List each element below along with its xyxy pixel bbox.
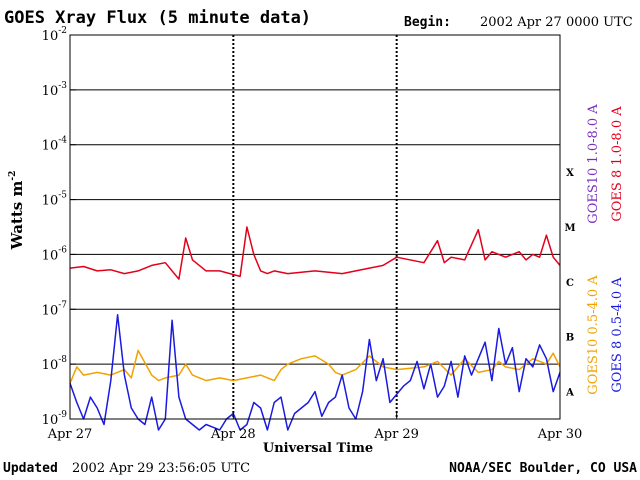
flare-class-label: A (565, 388, 574, 399)
x-tick-label: Apr 30 (537, 427, 583, 442)
y-axis-label-text: Watts m (8, 181, 26, 251)
y-axis-label-exponent: -2 (8, 171, 18, 181)
begin-value: 2002 Apr 27 0000 UTC (480, 15, 633, 30)
y-tick-label: 10-4 (42, 136, 68, 154)
flare-class-labels: X M C B A (564, 168, 575, 398)
series-line (69, 314, 561, 431)
y-tick-label: 10-8 (42, 355, 68, 373)
legend-entry: GOES10 1.0-8.0 A (586, 104, 601, 224)
series-line (69, 226, 561, 280)
chart-title: GOES Xray Flux (5 minute data) (4, 8, 311, 28)
footer-credit: NOAA/SEC Boulder, CO USA (449, 461, 637, 476)
flare-class-label: M (564, 223, 575, 234)
y-tick-label: 10-3 (42, 81, 68, 99)
y-axis-label: Watts m-2 (8, 171, 26, 251)
footer-updated-label: Updated (3, 461, 58, 476)
x-tick-label: Apr 28 (210, 427, 256, 442)
series-layer (69, 226, 561, 431)
flare-class-label: X (566, 168, 574, 179)
plot-frame (69, 34, 561, 420)
y-tick-label: 10-2 (42, 26, 67, 44)
x-tick-label: Apr 27 (47, 427, 93, 442)
x-tick-labels: Apr 27 Apr 28 Apr 29 Apr 30 (47, 413, 583, 442)
x-axis-label: Universal Time (263, 441, 373, 456)
y-tick-label: 10-5 (42, 191, 68, 209)
flare-class-label: B (566, 333, 574, 344)
footer-updated-value: 2002 Apr 29 23:56:05 UTC (72, 461, 250, 476)
y-tick-label: 10-6 (42, 245, 68, 263)
svg-text:Watts m-2: Watts m-2 (8, 171, 26, 251)
legend-entry: GOES 8 1.0-8.0 A (610, 106, 625, 222)
plot-grid (70, 35, 560, 419)
legend-entry: GOES10 0.5-4.0 A (586, 275, 601, 395)
y-tick-label: 10-7 (42, 300, 68, 318)
begin-label: Begin: (404, 15, 451, 30)
legend: GOES10 1.0-8.0 A GOES 8 1.0-8.0 A GOES10 0… (586, 104, 625, 395)
series-line (69, 349, 561, 384)
legend-entry: GOES 8 0.5-4.0 A (610, 277, 625, 393)
x-tick-label: Apr 29 (373, 427, 419, 442)
flare-class-label: C (566, 278, 574, 289)
y-tick-label: 10-9 (42, 410, 68, 428)
y-tick-labels: 10-2 10-3 10-4 10-5 10-6 10-7 10-8 10-9 (42, 26, 76, 428)
